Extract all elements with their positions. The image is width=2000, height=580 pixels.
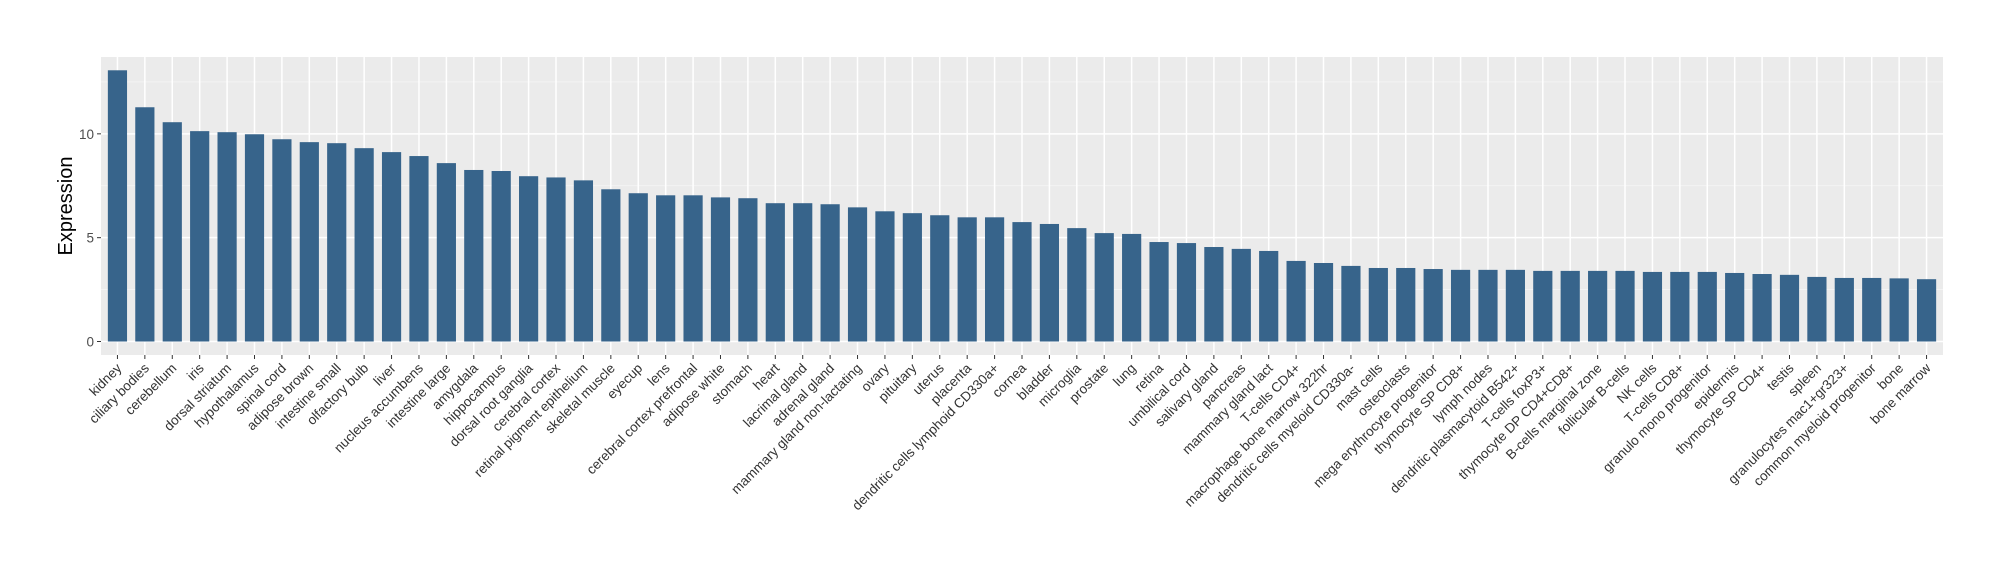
bar-osteoclasts: [1396, 267, 1416, 342]
bar-retina: [1149, 242, 1169, 342]
bar-cerebral-cortex-prefrontal: [683, 195, 703, 342]
bar-heart: [765, 203, 785, 342]
bar-pancreas: [1231, 248, 1251, 342]
bar-eyecup: [628, 193, 648, 342]
bar-thymocyte-sp-cd8-: [1450, 269, 1471, 342]
y-tick-label: 10: [79, 127, 94, 142]
bar-bladder: [1039, 223, 1060, 342]
bar-t-cells-cd8-: [1670, 271, 1690, 342]
bar-testis: [1779, 274, 1800, 342]
bar-pituitary: [902, 213, 922, 342]
bar-epidermis: [1725, 272, 1745, 342]
bar-intestine-large: [436, 163, 456, 342]
bar-salivary-gland: [1204, 247, 1224, 342]
bar-spleen: [1807, 276, 1827, 342]
bar-skeletal-muscle: [601, 189, 621, 342]
bar-placenta: [957, 217, 977, 342]
bar-lymph-nodes: [1478, 269, 1498, 342]
bar-mammary-gland-non-lactating: [847, 207, 868, 342]
bar-stomach: [738, 198, 758, 342]
bar-ciliary-bodies: [135, 107, 155, 342]
bar-follicular-b-cells: [1615, 270, 1635, 342]
bar-t-cells-foxp3-: [1533, 270, 1553, 342]
bar-dendritic-cells-lymphoid-cd330a-: [984, 217, 1005, 342]
bar-cerebral-cortex: [546, 177, 566, 342]
y-axis-title: Expression: [55, 157, 77, 256]
bar-hypothalamus: [244, 134, 265, 342]
bar-lung: [1122, 233, 1142, 342]
bar-mammary-gland-lact: [1259, 250, 1279, 342]
bar-common-myeloid-progenitor: [1862, 277, 1882, 342]
bar-dendritic-plasmacytoid-b542-: [1505, 269, 1525, 342]
bar-nucleus-accumbens: [409, 156, 429, 342]
bar-prostate: [1094, 233, 1114, 342]
bar-mega-erythrocyte-progenitor: [1423, 269, 1443, 342]
bar-ovary: [875, 211, 895, 342]
bar-adipose-brown: [299, 142, 319, 342]
bar-nk-cells: [1642, 271, 1663, 342]
bar-bone: [1889, 278, 1909, 342]
bar-adrenal-gland: [820, 204, 840, 342]
bar-granulo-mono-progenitor: [1697, 271, 1717, 342]
bar-cornea: [1012, 222, 1032, 342]
bar-t-cells-cd4-: [1286, 260, 1306, 342]
bar-macrophage-bone-marrow-322hr: [1313, 263, 1334, 342]
bar-granulocytes-mac1-gr323-: [1834, 277, 1854, 342]
bar-thymocyte-dp-cd4-cd8-: [1560, 270, 1580, 342]
bar-lacrimal-gland: [793, 203, 813, 342]
bar-cerebellum: [162, 122, 182, 342]
bar-dendritic-cells-myeloid-cd330a-: [1341, 265, 1361, 342]
bar-spinal-cord: [272, 139, 292, 342]
bar-umbilical-cord: [1176, 243, 1197, 342]
bar-bone-marrow: [1916, 279, 1937, 342]
bar-microglia: [1067, 228, 1087, 342]
bar-b-cells-marginal-zone: [1588, 270, 1608, 342]
y-axis: 0 5 10: [79, 127, 101, 350]
y-tick-label: 5: [86, 231, 94, 246]
bar-liver: [381, 152, 402, 342]
bar-hippocampus: [491, 171, 511, 342]
bar-kidney: [107, 70, 128, 342]
bar-thymocyte-sp-cd4-: [1752, 274, 1772, 342]
bar-uterus: [930, 215, 950, 342]
bar-dorsal-root-ganglia: [519, 176, 539, 342]
bar-olfactory-bulb: [354, 148, 374, 342]
bar-dorsal-striatum: [217, 132, 237, 342]
bar-adipose-white: [710, 197, 731, 342]
y-tick-label: 0: [86, 335, 94, 350]
bar-iris: [190, 131, 210, 342]
bar-intestine-small: [327, 143, 347, 342]
bar-retinal-pigment-epithelium: [573, 180, 594, 342]
bar-amygdala: [464, 169, 484, 342]
bar-mast-cells: [1368, 267, 1388, 342]
bar-lens: [656, 195, 676, 342]
bars: [107, 70, 1937, 342]
